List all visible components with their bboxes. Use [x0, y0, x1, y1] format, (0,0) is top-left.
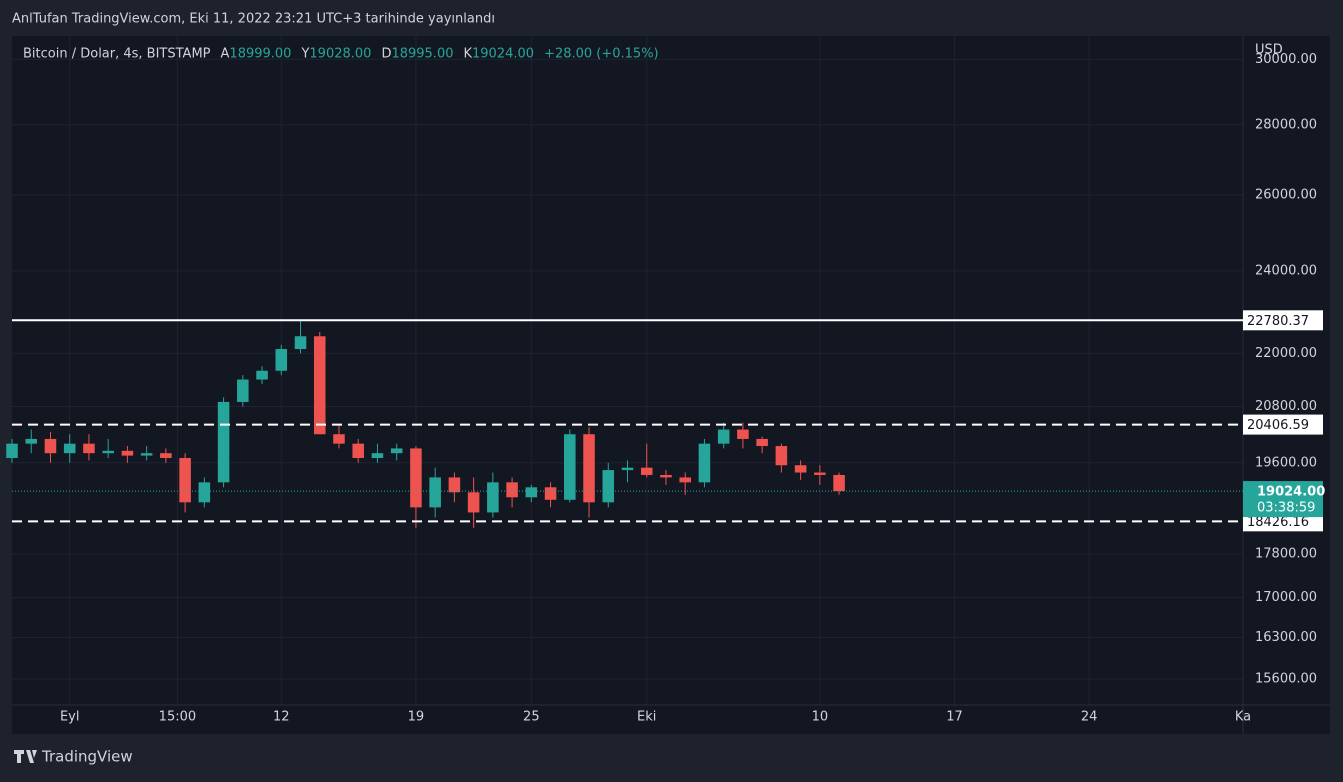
y-tick-label: 15600.00 [1255, 672, 1317, 687]
ohlc-key: Y [300, 47, 309, 62]
candle-body [256, 370, 268, 380]
candle-body [756, 438, 768, 447]
ohlc-key: A [221, 47, 230, 62]
y-tick-label: 28000.00 [1255, 117, 1317, 132]
y-tick-label: 17000.00 [1255, 590, 1317, 605]
candle-body [448, 477, 461, 493]
candle-body [525, 487, 538, 498]
candle-body [564, 434, 576, 500]
y-tick-label: 26000.00 [1255, 188, 1317, 203]
ohlc-value: 19028.00 [309, 47, 371, 62]
y-tick-label: 17800.00 [1255, 547, 1317, 562]
candle-body [102, 450, 114, 454]
candle-body [313, 336, 326, 435]
x-tick-label: 17 [946, 710, 963, 725]
x-tick-label: Eyl [60, 710, 80, 725]
x-tick-label: 25 [523, 710, 540, 725]
candle-body [198, 482, 211, 503]
candle-body [602, 470, 615, 503]
candle-body [390, 448, 403, 454]
publisher: AnlTufan TradingView.com, Eki 11, 2022 2… [12, 12, 495, 27]
candle-body [698, 443, 711, 483]
y-tick-label: 24000.00 [1255, 263, 1317, 278]
change: +28.00 (+0.15%) [544, 47, 659, 62]
candle-body [544, 487, 557, 500]
candle-body [352, 443, 364, 458]
countdown: 03:38:59 [1257, 501, 1315, 516]
logo-mark [14, 750, 37, 763]
level-label: 20406.59 [1247, 418, 1309, 433]
candle-body [640, 467, 653, 475]
last-price-label: 19024.00 [1257, 485, 1325, 500]
candle-body [660, 474, 672, 478]
candle-body [429, 477, 441, 508]
candle-body [410, 448, 422, 508]
candle-body [160, 453, 172, 458]
candle-body [217, 401, 230, 483]
candle-body [83, 443, 95, 454]
y-tick-label: 19600.00 [1255, 455, 1317, 470]
candle-body [333, 434, 345, 444]
candle-body [6, 443, 18, 458]
candle-body [679, 477, 691, 483]
x-tick-label: 19 [408, 710, 425, 725]
candle-body [737, 429, 749, 439]
ohlc-value: 18999.00 [229, 47, 291, 62]
candle-body [44, 438, 57, 454]
level-label: 22780.37 [1247, 314, 1309, 329]
ohlc-value: 18995.00 [391, 47, 453, 62]
candle-body [275, 349, 288, 371]
symbol: Bitcoin / Dolar, 4s, BITSTAMP [23, 47, 211, 62]
candle-body [833, 474, 845, 492]
currency: USD [1255, 43, 1283, 58]
candle-body [487, 482, 499, 513]
candle-body [506, 482, 518, 498]
candle-body [121, 450, 134, 456]
candle-body [63, 443, 76, 454]
x-tick-label: Ka [1235, 710, 1251, 725]
candle-body [621, 467, 634, 471]
candle-body [794, 465, 807, 473]
ohlc-value: 19024.00 [472, 47, 534, 62]
candle-body [140, 453, 153, 456]
brand: TradingView [41, 748, 133, 766]
x-tick-label: Eki [637, 710, 656, 725]
y-tick-label: 22000.00 [1255, 346, 1317, 361]
level-label-bg [1243, 310, 1323, 331]
ohlc-key: K [463, 47, 472, 62]
candle-body [179, 457, 191, 503]
y-tick-label: 30000.00 [1255, 52, 1317, 67]
y-tick-label: 16300.00 [1255, 630, 1317, 645]
candle-body [583, 434, 595, 503]
candle-body [717, 429, 730, 444]
level-label-bg [1243, 414, 1323, 435]
candle-body [294, 336, 307, 350]
candle-body [775, 446, 788, 466]
candle-body [237, 379, 249, 402]
x-tick-label: 10 [812, 710, 829, 725]
ohlc-key: D [381, 47, 391, 62]
last-price-bg [1243, 481, 1323, 518]
chart-panel [12, 36, 1330, 734]
y-tick-label: 20800.00 [1255, 399, 1317, 414]
x-tick-label: 12 [273, 710, 290, 725]
x-tick-label: 15:00 [159, 710, 196, 725]
candle-body [25, 438, 38, 444]
candle-body [371, 453, 384, 458]
logo: TradingView [14, 748, 133, 766]
level-label: 18426.16 [1247, 515, 1309, 530]
x-tick-label: 24 [1081, 710, 1098, 725]
candle-body [814, 472, 826, 475]
candle-body [467, 492, 480, 513]
